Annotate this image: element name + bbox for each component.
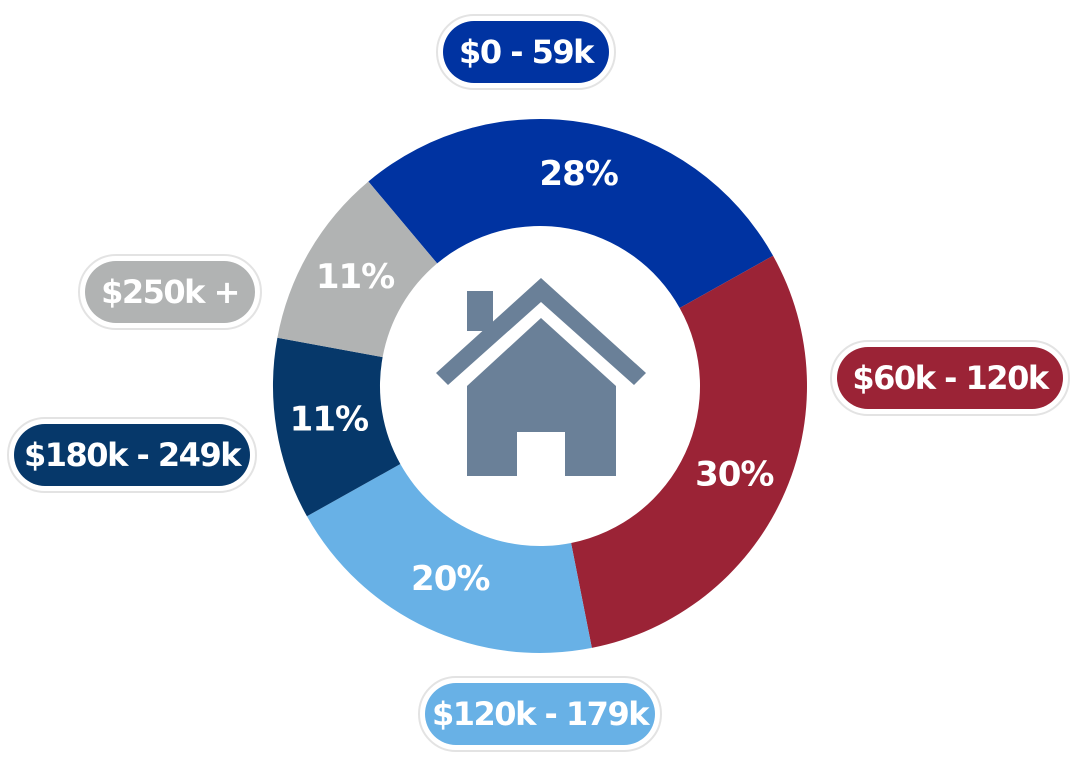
percent-label: 11% (290, 399, 368, 439)
donut (272, 118, 807, 653)
donut-segment (306, 464, 592, 653)
percent-label: 30% (695, 454, 773, 494)
percent-label: 11% (316, 257, 394, 297)
category-pill-fill (837, 347, 1063, 409)
category-label: $250k + (101, 273, 239, 311)
donut-segment (272, 337, 401, 517)
category-label: $120k - 179k (432, 695, 650, 733)
donut-segment (277, 181, 438, 358)
category-pill-fill (85, 261, 255, 323)
house-icon (436, 278, 646, 476)
donut-segment (368, 118, 774, 308)
category-label: $180k - 249k (24, 436, 242, 474)
category-label: $60k - 120k (852, 359, 1049, 397)
category-pill-fill (443, 21, 609, 83)
percent-label: 28% (539, 154, 617, 194)
labels: 28% $0 - 59k 30% $60k - 120k 20% $120k - 179k… (7, 14, 1070, 752)
category-pill-fill (425, 683, 655, 745)
category-label: $0 - 59k (459, 33, 595, 71)
category-pill-fill (14, 424, 250, 486)
percent-label: 20% (411, 559, 489, 599)
donut-segment (571, 255, 807, 648)
